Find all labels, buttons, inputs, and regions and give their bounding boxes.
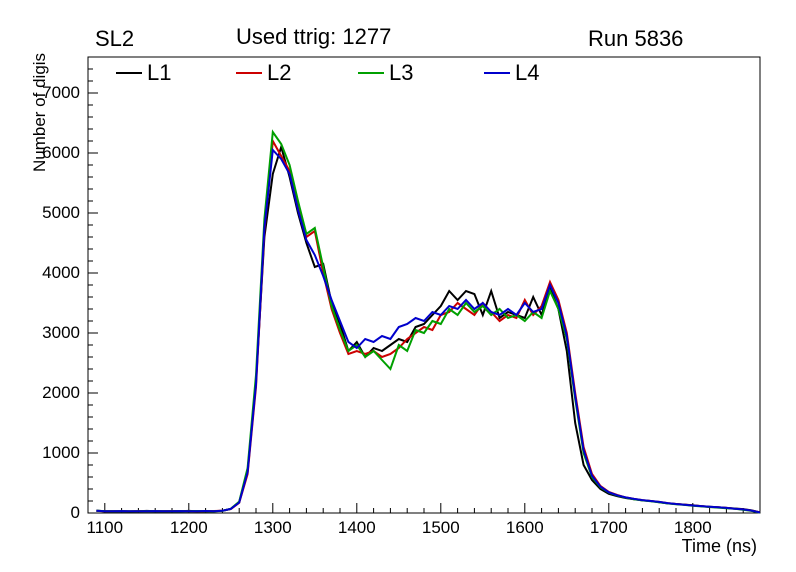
series-line-L4: [96, 147, 761, 514]
legend-entry-L4: L4: [484, 60, 539, 85]
x-tick-label: 1400: [338, 518, 376, 537]
legend-entry-L1: L1: [116, 60, 171, 85]
plot-frame: [87, 56, 761, 514]
pad-title-center: Used ttrig: 1277: [236, 24, 392, 49]
x-tick-label: 1600: [506, 518, 544, 537]
y-tick-label: 5000: [42, 203, 80, 222]
pad-title-left: SL2: [95, 26, 135, 51]
series-line-L3: [96, 129, 761, 514]
y-tick-label: 2000: [42, 383, 80, 402]
series-line-L1: [96, 143, 761, 514]
x-axis-label: Time (ns): [681, 536, 757, 556]
legend-label-L3: L3: [389, 60, 413, 85]
x-tick-label: 1300: [254, 518, 292, 537]
y-axis-label: Number of digis: [30, 52, 49, 172]
x-tick-label: 1800: [674, 518, 712, 537]
legend-label-L1: L1: [147, 60, 171, 85]
x-tick-label: 1700: [590, 518, 628, 537]
legend-label-L4: L4: [515, 60, 539, 85]
x-tick-label: 1200: [170, 518, 208, 537]
legend: L1 L2 L3 L4: [116, 60, 539, 85]
y-tick-label: 1000: [42, 443, 80, 462]
x-tick-label: 1100: [87, 518, 124, 537]
legend-label-L2: L2: [267, 60, 291, 85]
y-tick-label: 3000: [42, 323, 80, 342]
legend-entry-L2: L2: [236, 60, 291, 85]
y-tick-label: 0: [71, 503, 80, 522]
x-tick-label: 1500: [422, 518, 460, 537]
legend-entry-L3: L3: [358, 60, 413, 85]
y-tick-label: 6000: [42, 143, 80, 162]
y-tick-label: 4000: [42, 263, 80, 282]
y-tick-label: 7000: [42, 83, 80, 102]
pad-title-right: Run 5836: [588, 26, 684, 51]
